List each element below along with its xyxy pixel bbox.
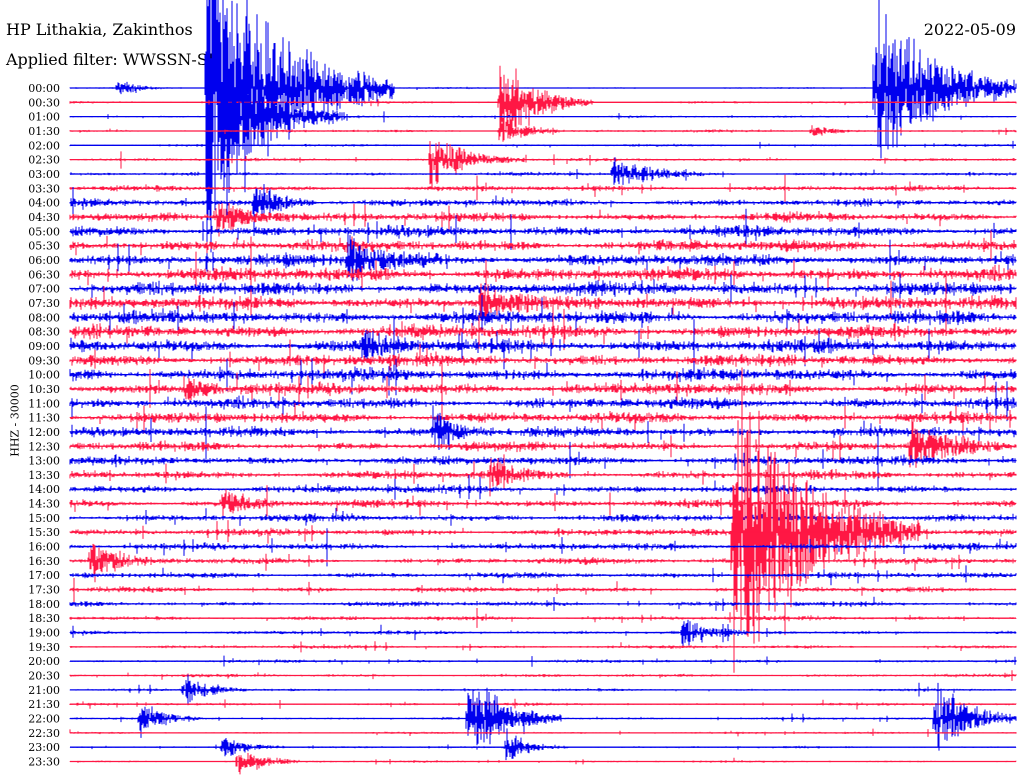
row-time-label: 18:00 [28,598,60,611]
row-time-label: 10:00 [28,369,60,382]
row-time-label: 07:00 [28,283,60,296]
row-time-label: 18:30 [28,612,60,625]
row-time-label: 13:30 [28,469,60,482]
row-time-label: 09:00 [28,340,60,353]
seismic-trace-row [69,682,1017,751]
row-time-label: 12:00 [28,426,60,439]
row-time-label: 13:00 [28,455,60,468]
trace-layer [69,0,1017,775]
row-time-label: 14:00 [28,483,60,496]
station-title: HP Lithakia, Zakinthos [6,20,193,39]
row-time-label: 05:00 [28,225,60,238]
row-time-label: 00:00 [28,82,60,95]
row-time-label: 01:30 [28,125,60,138]
row-time-label: 01:00 [28,111,60,124]
row-time-label: 12:30 [28,440,60,453]
row-time-label: 19:00 [28,627,60,640]
seismic-trace-row [69,619,1017,648]
seismic-trace-row [69,674,1017,704]
seismic-trace-row [69,602,1017,636]
row-time-label: 22:30 [28,727,60,740]
seismic-trace-row [69,432,1017,492]
row-time-label: 20:00 [28,655,60,668]
row-time-label: 16:00 [28,541,60,554]
seismic-trace-row [69,367,1017,673]
row-time-label: 10:30 [28,383,60,396]
row-time-label: 23:00 [28,741,60,754]
filter-label: Applied filter: WWSSN-SP [6,50,219,69]
date-label: 2022-05-09 [923,20,1016,39]
row-time-label: 06:30 [28,268,60,281]
row-time-label: 21:00 [28,684,60,697]
seismic-trace-row [69,752,1017,775]
row-time-label: 04:00 [28,197,60,210]
seismic-trace-row [69,360,1017,420]
row-time-label: 15:30 [28,526,60,539]
row-time-label: 06:00 [28,254,60,267]
row-time-label: 16:30 [28,555,60,568]
row-time-label: 08:30 [28,326,60,339]
row-time-label: 02:30 [28,154,60,167]
row-time-label: 19:30 [28,641,60,654]
row-time-label: 14:30 [28,498,60,511]
row-time-label: 04:30 [28,211,60,224]
row-time-label: 03:30 [28,182,60,195]
row-time-label: 17:30 [28,584,60,597]
row-time-label: 22:00 [28,713,60,726]
row-time-label: 11:00 [28,397,60,410]
row-time-label: 23:30 [28,756,60,769]
row-time-label: 00:30 [28,96,60,109]
seismic-trace-row [69,272,1017,336]
row-time-label: 21:30 [28,698,60,711]
row-time-label: 03:00 [28,168,60,181]
row-time-label: 15:00 [28,512,60,525]
row-time-label: 08:00 [28,311,60,324]
row-time-label: 11:30 [28,412,60,425]
row-time-label: 02:00 [28,139,60,152]
row-time-label: 07:30 [28,297,60,310]
row-time-label: 05:30 [28,240,60,253]
row-time-label: 17:00 [28,569,60,582]
row-time-label: 09:30 [28,354,60,367]
row-time-label: 20:30 [28,670,60,683]
